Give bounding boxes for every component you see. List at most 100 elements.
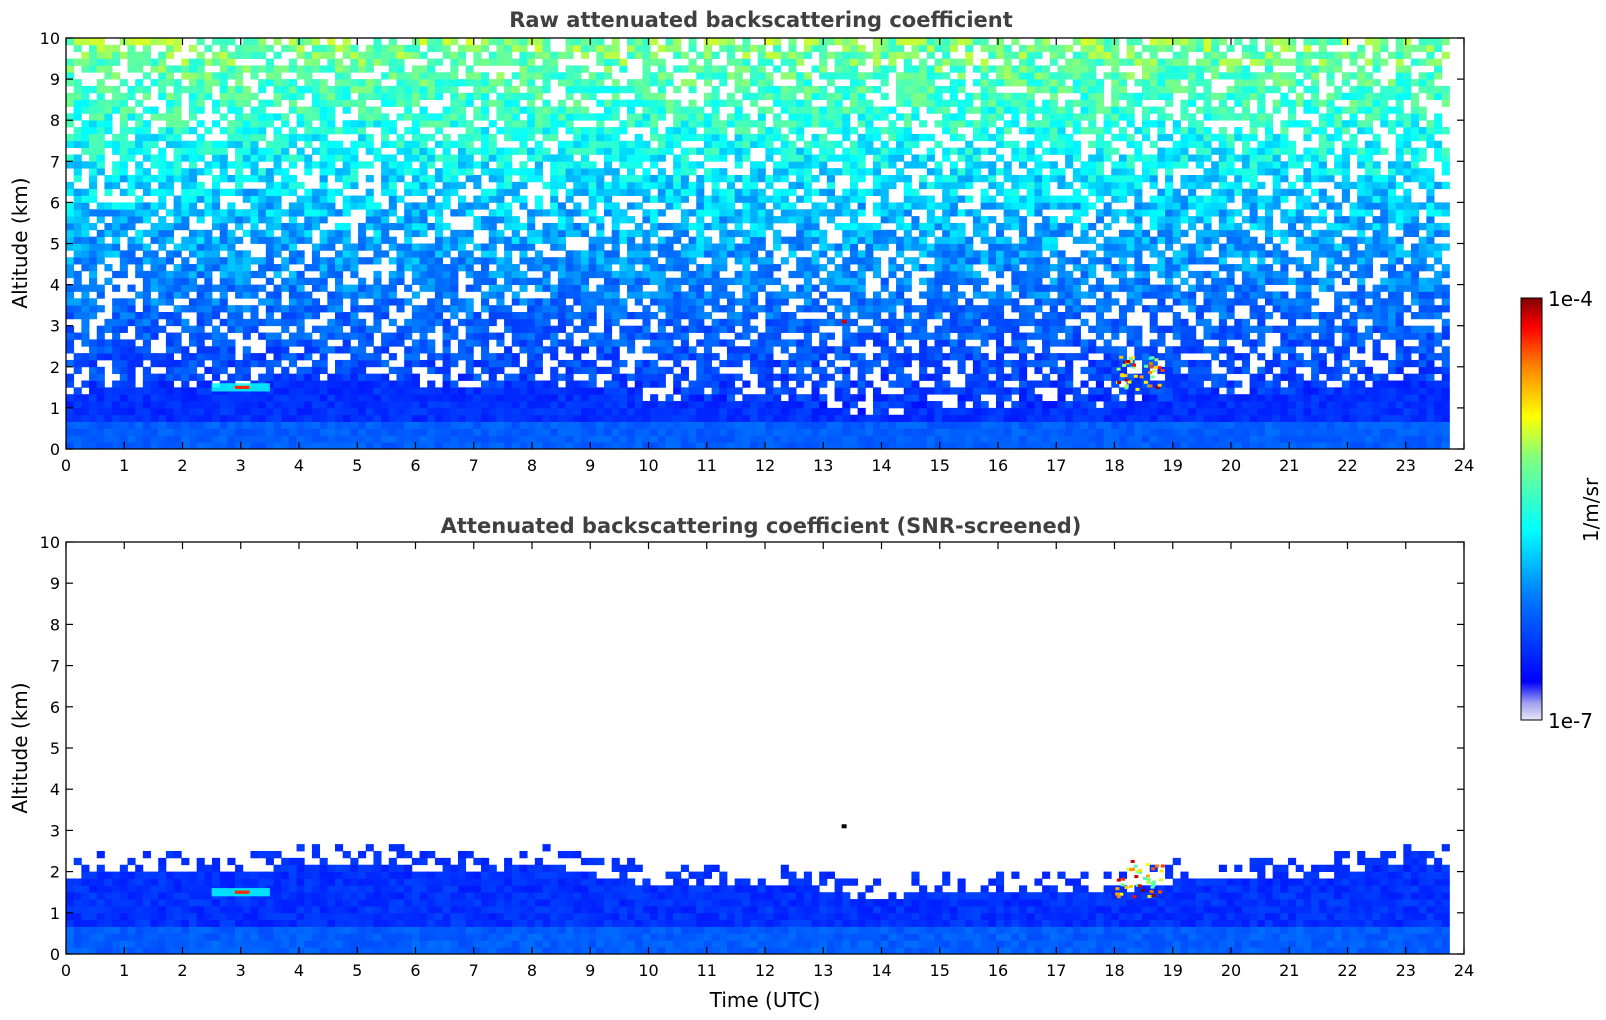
heatmap-cell: [873, 401, 882, 409]
heatmap-cell: [750, 359, 759, 368]
heatmap-cell: [350, 243, 359, 251]
heatmap-cell: [880, 38, 889, 46]
heatmap-cell: [188, 359, 198, 368]
heatmap-cell: [434, 44, 444, 53]
heatmap-cell: [504, 435, 513, 443]
heatmap-cell: [534, 202, 543, 210]
heatmap-cell: [780, 312, 789, 320]
heatmap-cell: [834, 264, 843, 272]
heatmap-cell: [642, 346, 651, 354]
heatmap-cell: [150, 236, 159, 244]
heatmap-cell: [281, 435, 290, 443]
heatmap-cell: [857, 414, 866, 422]
heatmap-cell: [142, 298, 151, 306]
heatmap-cell: [127, 380, 136, 388]
heatmap-cell: [880, 325, 889, 333]
heatmap-cell: [842, 305, 851, 313]
heatmap-cell: [388, 175, 397, 183]
heatmap-cell: [335, 99, 344, 107]
heatmap-cell: [550, 113, 559, 121]
heatmap-cell: [311, 209, 321, 217]
heatmap-cell: [350, 318, 359, 327]
heatmap-cell: [319, 407, 328, 416]
heatmap-cell: [742, 346, 751, 354]
heatmap-cell: [411, 305, 420, 313]
heatmap-cell: [442, 277, 451, 285]
heatmap-cell: [788, 65, 797, 73]
heatmap-cell: [726, 277, 736, 285]
heatmap-cell: [365, 65, 374, 73]
heatmap-cell: [258, 79, 267, 87]
heatmap-cell: [265, 58, 274, 66]
heatmap-cell: [634, 147, 643, 155]
heatmap-cell: [765, 181, 774, 190]
heatmap-cell: [796, 359, 805, 368]
heatmap-cell: [796, 373, 805, 381]
heatmap-cell: [742, 175, 751, 183]
heatmap-cell: [527, 133, 536, 142]
heatmap-cell: [181, 168, 190, 176]
heatmap-cell: [158, 147, 167, 155]
heatmap-cell: [880, 236, 889, 244]
heatmap-cell: [188, 428, 198, 436]
heatmap-cell: [834, 442, 843, 450]
heatmap-cell: [803, 209, 812, 217]
heatmap-cell: [442, 428, 451, 436]
heatmap-cell: [857, 168, 866, 176]
heatmap-cell: [173, 284, 182, 292]
heatmap-cell: [388, 401, 397, 409]
heatmap-cell: [627, 113, 636, 121]
heatmap-cell: [196, 305, 205, 313]
heatmap-cell: [135, 359, 144, 368]
heatmap-cell: [826, 243, 835, 251]
heatmap-cell: [796, 85, 805, 94]
heatmap-cell: [327, 332, 336, 340]
heatmap-cell: [281, 222, 290, 231]
heatmap-cell: [227, 216, 236, 224]
heatmap-cell: [611, 51, 620, 59]
heatmap-cell: [434, 58, 444, 66]
heatmap-cell: [719, 387, 728, 395]
heatmap-cell: [227, 92, 236, 101]
heatmap-cell: [296, 421, 305, 429]
heatmap-cell: [457, 147, 467, 155]
heatmap-cell: [765, 133, 774, 142]
heatmap-cell: [227, 229, 236, 238]
heatmap-cell: [611, 79, 620, 87]
heatmap-cell: [734, 188, 743, 196]
heatmap-cell: [396, 243, 405, 251]
heatmap-cell: [849, 85, 859, 94]
heatmap-cell: [803, 284, 812, 292]
heatmap-cell: [112, 421, 121, 429]
heatmap-cell: [780, 414, 789, 422]
heatmap-cell: [711, 140, 720, 148]
heatmap-cell: [650, 359, 659, 368]
heatmap-cell: [81, 264, 90, 272]
heatmap-cell: [542, 407, 551, 416]
heatmap-cell: [826, 175, 835, 183]
heatmap-cell: [442, 394, 451, 402]
heatmap-cell: [665, 291, 674, 299]
heatmap-cell: [73, 106, 82, 114]
heatmap-cell: [788, 58, 797, 66]
heatmap-cell: [311, 65, 321, 73]
heatmap-cell: [788, 147, 797, 155]
heatmap-cell: [696, 243, 705, 251]
heatmap-cell: [650, 339, 659, 347]
heatmap-cell: [634, 120, 643, 128]
heatmap-cell: [319, 85, 328, 94]
heatmap-cell: [381, 85, 390, 94]
heatmap-cell: [127, 154, 136, 162]
heatmap-cell: [773, 401, 782, 409]
heatmap-cell: [188, 264, 198, 272]
heatmap-cell: [734, 79, 743, 87]
heatmap-cell: [119, 222, 128, 231]
heatmap-cell: [788, 99, 797, 107]
heatmap-cell: [135, 394, 144, 402]
heatmap-cell: [750, 120, 759, 128]
heatmap-cell: [96, 284, 105, 292]
heatmap-cell: [342, 250, 351, 258]
heatmap-cell: [381, 51, 390, 59]
heatmap-cell: [204, 346, 213, 354]
heatmap-cell: [388, 428, 397, 436]
